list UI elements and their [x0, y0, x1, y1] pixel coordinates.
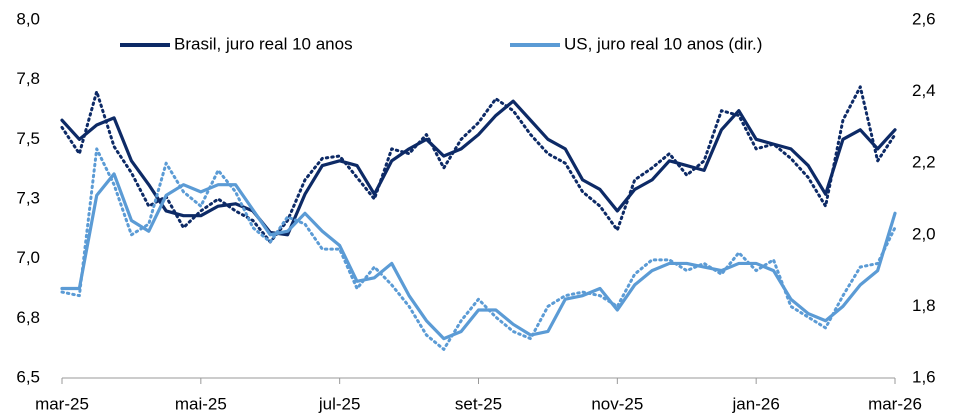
legend-label: Brasil, juro real 10 anos — [174, 34, 353, 53]
x-tick-label: mar-25 — [35, 394, 89, 413]
y-tick-label: 7,3 — [16, 188, 40, 207]
x-tick-label: jan-26 — [732, 394, 780, 413]
y2-tick-label: 1,6 — [912, 367, 936, 386]
x-tick-label: mai-25 — [175, 394, 227, 413]
y-tick-label: 6,8 — [16, 308, 40, 327]
y2-tick-label: 2,4 — [912, 81, 936, 100]
y2-tick-label: 2,6 — [912, 9, 936, 28]
y-tick-label: 6,5 — [16, 367, 40, 386]
y-tick-label: 7,8 — [16, 69, 40, 88]
dotted-line — [60, 147, 897, 351]
line — [60, 172, 897, 341]
y2-tick-label: 2,0 — [912, 224, 936, 243]
x-tick-label: nov-25 — [591, 394, 643, 413]
x-tick-label: set-25 — [455, 394, 502, 413]
line — [60, 99, 897, 237]
y-tick-label: 7,5 — [16, 129, 40, 148]
y2-tick-label: 1,8 — [912, 296, 936, 315]
x-tick-label: jul-25 — [318, 394, 361, 413]
legend-label: US, juro real 10 anos (dir.) — [564, 34, 762, 53]
y-tick-label: 8,0 — [16, 9, 40, 28]
y2-tick-label: 2,2 — [912, 153, 936, 172]
x-tick-label: mar-26 — [868, 394, 922, 413]
dotted-line — [60, 85, 897, 244]
y-tick-label: 7,0 — [16, 248, 40, 267]
